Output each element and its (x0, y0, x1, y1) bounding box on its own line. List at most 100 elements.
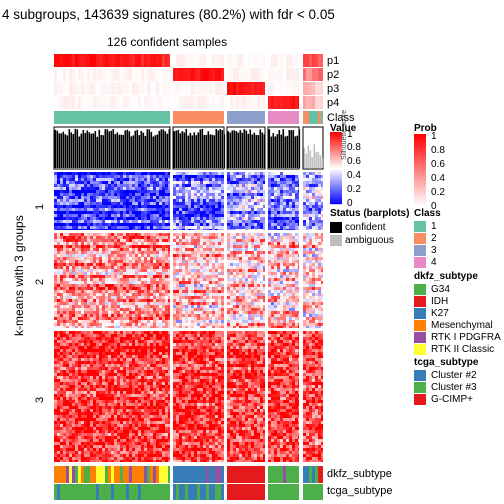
heatmap-cell (129, 415, 132, 418)
heatmap-cell (114, 314, 117, 317)
heatmap-cell (221, 260, 224, 263)
heatmap-cell (209, 181, 212, 184)
heatmap-cell (206, 334, 209, 337)
heatmap-cell (215, 367, 218, 370)
heatmap-cell (147, 320, 150, 323)
heatmap-cell (126, 460, 129, 462)
heatmap-cell (60, 412, 63, 415)
heatmap-cell (114, 385, 117, 388)
heatmap-cell (99, 196, 102, 199)
heatmap-cell (99, 457, 102, 460)
heatmap-cell (75, 187, 78, 190)
heatmap-cell (221, 284, 224, 287)
heatmap-cell (135, 284, 138, 287)
heatmap-cell (96, 296, 99, 299)
heatmap-cell (185, 340, 188, 343)
heatmap-cell (156, 220, 159, 223)
heatmap-cell (138, 340, 141, 343)
heatmap-cell (159, 323, 162, 326)
heatmap-cell (72, 178, 75, 181)
heatmap-cell (150, 346, 153, 349)
heatmap-cell (221, 202, 224, 205)
heatmap-cell (153, 323, 156, 326)
heatmap-cell (63, 226, 66, 229)
heatmap-cell (54, 421, 57, 424)
heatmap-cell (81, 355, 84, 358)
heatmap-cell (87, 337, 90, 340)
heatmap-cell (81, 287, 84, 290)
heatmap-cell (81, 379, 84, 382)
heatmap-cell (162, 394, 165, 397)
heatmap-cell (203, 181, 206, 184)
heatmap-cell (63, 442, 66, 445)
heatmap-cell (176, 229, 179, 230)
heatmap-cell (165, 293, 168, 296)
heatmap-cell (57, 248, 60, 251)
heatmap-cell (150, 305, 153, 308)
heatmap-cell (57, 382, 60, 385)
heatmap-cell (153, 334, 156, 337)
heatmap-cell (63, 202, 66, 205)
heatmap-cell (176, 385, 179, 388)
heatmap-cell (147, 193, 150, 196)
heatmap-cell (99, 364, 102, 367)
heatmap-cell (78, 311, 81, 314)
heatmap-cell (206, 223, 209, 226)
heatmap-cell (117, 382, 120, 385)
heatmap-cell (218, 178, 221, 181)
heatmap-cell (120, 223, 123, 226)
heatmap-cell (99, 418, 102, 421)
heatmap-cell (102, 460, 105, 462)
heatmap-cell (132, 205, 135, 208)
heatmap-cell (84, 296, 87, 299)
heatmap-cell (57, 454, 60, 457)
heatmap-cell (87, 187, 90, 190)
heatmap-cell (203, 272, 206, 275)
heatmap-cell (60, 290, 63, 293)
heatmap-cell (141, 409, 144, 412)
heatmap-cell (75, 196, 78, 199)
heatmap-cell (123, 175, 126, 178)
heatmap-cell (132, 403, 135, 406)
heatmap-cell (191, 263, 194, 266)
heatmap-cell (132, 334, 135, 337)
heatmap-cell (72, 229, 75, 230)
heatmap-cell (176, 346, 179, 349)
heatmap-cell (132, 442, 135, 445)
heatmap-cell (153, 296, 156, 299)
heatmap-cell (168, 229, 170, 230)
heatmap-cell (218, 385, 221, 388)
heatmap-cell (75, 248, 78, 251)
heatmap-cell (182, 205, 185, 208)
heatmap-cell (179, 320, 182, 323)
heatmap-cell (96, 349, 99, 352)
heatmap-cell (60, 196, 63, 199)
heatmap-cell (197, 211, 200, 214)
heatmap-cell (114, 334, 117, 337)
heatmap-cell (165, 323, 168, 326)
heatmap-cell (141, 382, 144, 385)
heatmap-cell (78, 287, 81, 290)
heatmap-cell (69, 233, 72, 236)
heatmap-cell (168, 214, 170, 217)
heatmap-cell (93, 208, 96, 211)
heatmap-cell (123, 317, 126, 320)
heatmap-cell (162, 346, 165, 349)
heatmap-cell (188, 208, 191, 211)
heatmap-cell (206, 257, 209, 260)
heatmap-cell (218, 284, 221, 287)
heatmap-cell (123, 251, 126, 254)
heatmap-cell (156, 314, 159, 317)
heatmap-cell (156, 397, 159, 400)
heatmap-cell (141, 379, 144, 382)
heatmap-cell (203, 391, 206, 394)
heatmap-cell (209, 337, 212, 340)
heatmap-cell (197, 278, 200, 281)
heatmap-cell (81, 184, 84, 187)
heatmap-cell (150, 334, 153, 337)
heatmap-cell (129, 178, 132, 181)
heatmap-cell (63, 299, 66, 302)
heatmap-cell (182, 346, 185, 349)
heatmap-cell (123, 442, 126, 445)
heatmap-cell (90, 442, 93, 445)
